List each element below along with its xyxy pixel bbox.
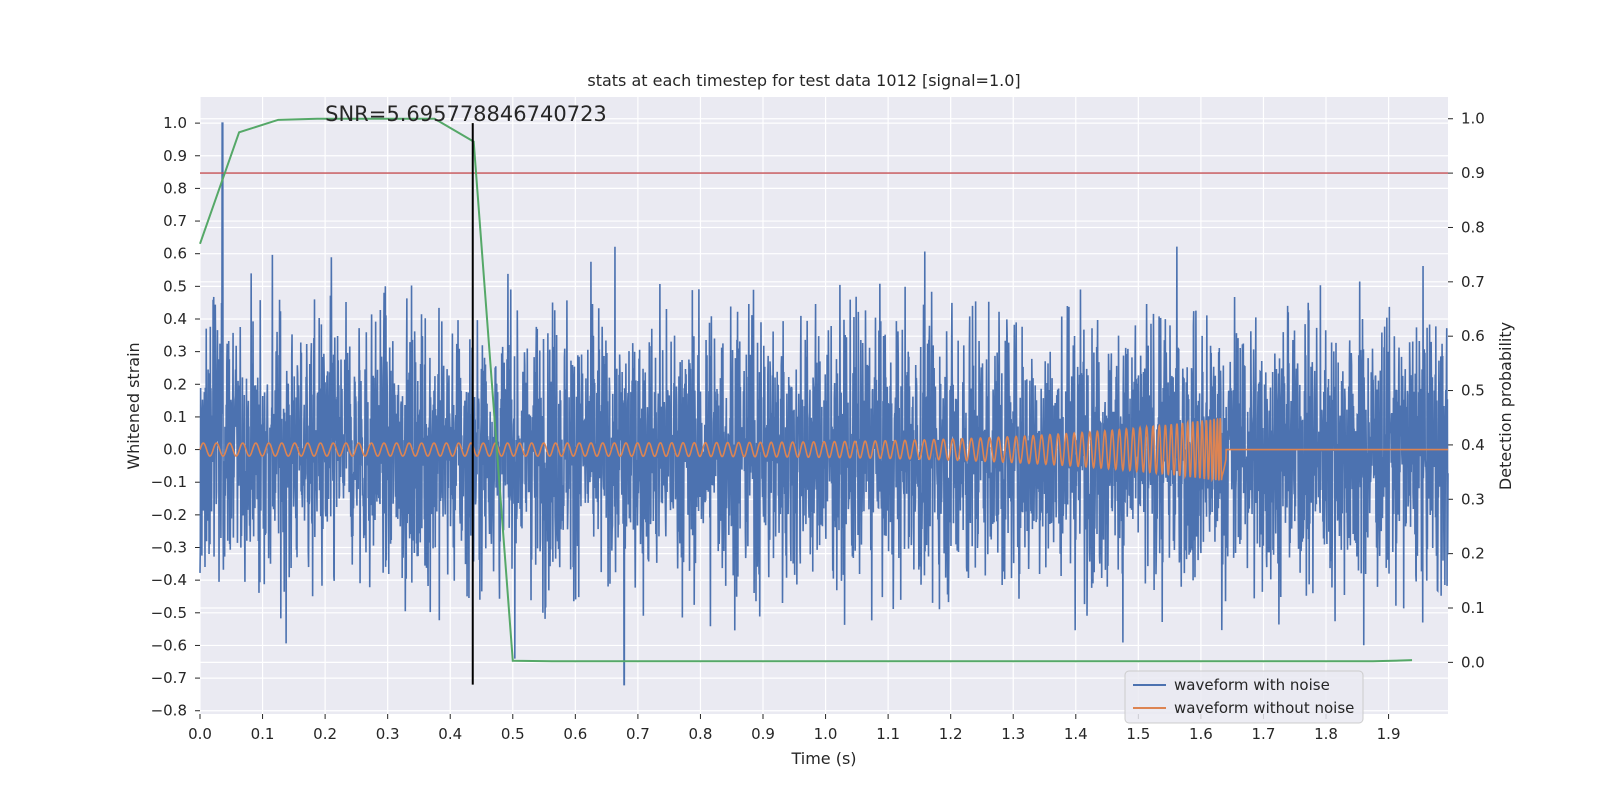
series-waveform-with-noise bbox=[199, 122, 1449, 686]
y-left-axis-ticks: −0.8 −0.7 −0.6 −0.5 −0.4 −0.3 −0.2 −0.1 0.0 0.1 0.… bbox=[151, 114, 200, 720]
y-left-tick-label: −0.7 bbox=[151, 669, 187, 687]
legend-box bbox=[1124, 670, 1364, 724]
x-tick-label: 0.2 bbox=[313, 725, 337, 743]
y-right-tick-label: 1.0 bbox=[1461, 110, 1485, 128]
x-tick-label: 1.7 bbox=[1252, 725, 1276, 743]
x-tick-label: 0.8 bbox=[689, 725, 713, 743]
y-right-tick-label: 0.5 bbox=[1461, 382, 1485, 400]
y-left-tick-label: 0.8 bbox=[163, 179, 187, 197]
y-right-tick-label: 0.9 bbox=[1461, 164, 1485, 182]
series-waveform-without-noise bbox=[199, 418, 1448, 483]
chart-title: stats at each timestep for test data 101… bbox=[587, 71, 1020, 90]
y-left-axis-label: Whitened strain bbox=[124, 342, 143, 469]
legend-label-waveform-without-noise: waveform without noise bbox=[1174, 699, 1354, 717]
y-left-tick-label: 0.5 bbox=[163, 277, 187, 295]
y-left-tick-label: 0.2 bbox=[163, 375, 187, 393]
y-left-tick-label: −0.2 bbox=[151, 506, 187, 524]
y-left-tick-label: 0.3 bbox=[163, 343, 187, 361]
y-right-tick-label: 0.0 bbox=[1461, 653, 1485, 671]
x-tick-label: 0.5 bbox=[501, 725, 525, 743]
y-right-tick-label: 0.6 bbox=[1461, 327, 1485, 345]
y-left-tick-label: −0.4 bbox=[151, 571, 187, 589]
y-left-tick-label: −0.3 bbox=[151, 539, 187, 557]
x-tick-label: 1.9 bbox=[1377, 725, 1401, 743]
legend: waveform with noise waveform without noi… bbox=[1124, 670, 1364, 724]
y-left-tick-label: 0.7 bbox=[163, 212, 187, 230]
y-right-axis-label: Detection probability bbox=[1496, 322, 1515, 490]
y-right-tick-label: 0.4 bbox=[1461, 436, 1485, 454]
y-left-tick-label: −0.1 bbox=[151, 473, 187, 491]
x-tick-label: 0.0 bbox=[188, 725, 212, 743]
y-left-tick-label: 0.1 bbox=[163, 408, 187, 426]
y-right-tick-label: 0.2 bbox=[1461, 545, 1485, 563]
x-tick-label: 1.1 bbox=[876, 725, 900, 743]
y-left-tick-label: −0.8 bbox=[151, 702, 187, 720]
y-left-tick-label: 0.6 bbox=[163, 245, 187, 263]
x-tick-label: 1.4 bbox=[1064, 725, 1088, 743]
x-tick-label: 0.4 bbox=[438, 725, 462, 743]
series-detection-probability bbox=[199, 117, 1413, 663]
x-tick-label: 1.8 bbox=[1314, 725, 1338, 743]
x-tick-label: 1.2 bbox=[939, 725, 963, 743]
y-left-tick-label: 1.0 bbox=[163, 114, 187, 132]
snr-annotation: SNR=5.695778846740723 bbox=[325, 102, 607, 126]
y-right-axis-ticks: 0.0 0.1 0.2 0.3 0.4 0.5 0.6 0.7 0.8 0.9 1.0 bbox=[1448, 110, 1485, 671]
y-right-tick-label: 0.8 bbox=[1461, 218, 1485, 236]
x-tick-label: 0.7 bbox=[626, 725, 650, 743]
x-tick-label: 1.6 bbox=[1189, 725, 1213, 743]
y-left-tick-label: −0.6 bbox=[151, 636, 187, 654]
legend-label-waveform-with-noise: waveform with noise bbox=[1174, 676, 1330, 694]
y-right-tick-label: 0.1 bbox=[1461, 599, 1485, 617]
x-tick-label: 1.0 bbox=[814, 725, 838, 743]
x-axis-ticks: 0.0 0.1 0.2 0.3 0.4 0.5 0.6 0.7 0.8 0.9 1.0 1.1 1.2 1… bbox=[188, 714, 1401, 743]
y-left-tick-label: −0.5 bbox=[151, 604, 187, 622]
x-tick-label: 0.9 bbox=[751, 725, 775, 743]
x-axis-label: Time (s) bbox=[790, 749, 856, 768]
x-tick-label: 0.1 bbox=[251, 725, 275, 743]
y-right-tick-label: 0.7 bbox=[1461, 273, 1485, 291]
x-tick-label: 1.3 bbox=[1001, 725, 1025, 743]
x-tick-label: 1.5 bbox=[1126, 725, 1150, 743]
y-left-tick-label: 0.4 bbox=[163, 310, 187, 328]
y-left-tick-label: 0.0 bbox=[163, 441, 187, 459]
x-tick-label: 0.3 bbox=[376, 725, 400, 743]
plot-layer bbox=[199, 117, 1449, 686]
y-left-tick-label: 0.9 bbox=[163, 147, 187, 165]
x-tick-label: 0.6 bbox=[563, 725, 587, 743]
y-right-tick-label: 0.3 bbox=[1461, 490, 1485, 508]
